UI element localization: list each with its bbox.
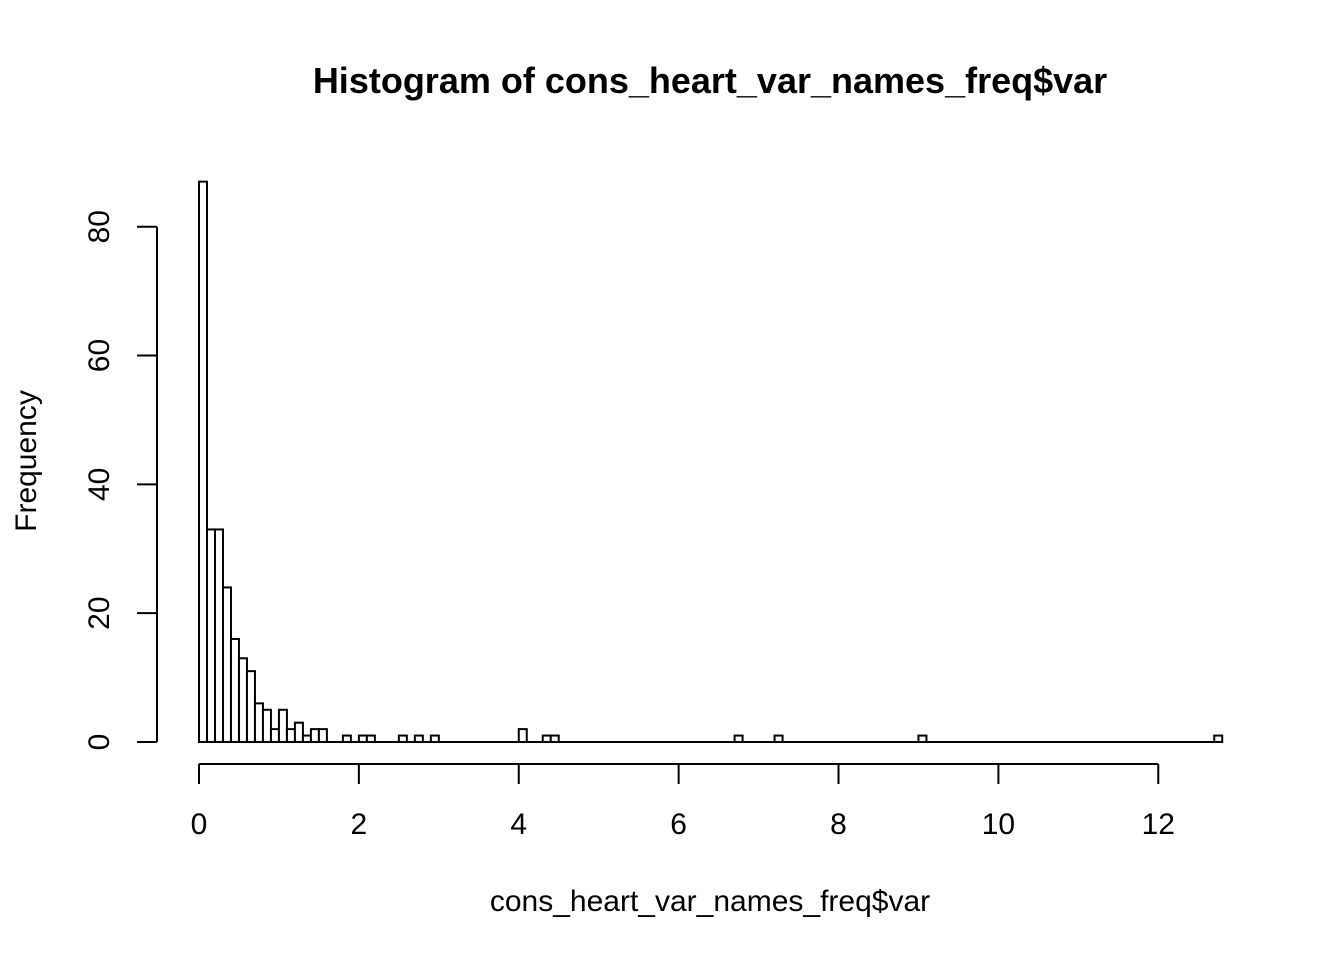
y-axis: 0 20 40 60 80 — [83, 210, 158, 751]
x-tick-label-8: 8 — [830, 808, 847, 841]
histogram-bar-23 — [541, 734, 552, 744]
histogram-bar-20 — [413, 734, 424, 744]
histogram-bar-18 — [365, 734, 376, 744]
x-tick-label-10: 10 — [982, 808, 1015, 841]
histogram-bar-25 — [733, 734, 744, 744]
histogram-bar-26 — [773, 734, 784, 744]
histogram-bar-0 — [198, 180, 208, 743]
histogram-bars — [198, 180, 1224, 744]
x-axis: 0 2 4 6 8 10 12 — [191, 763, 1175, 841]
y-axis-label: Frequency — [10, 390, 43, 532]
histogram-bar-8 — [261, 708, 272, 743]
histogram-bar-13 — [301, 734, 312, 744]
histogram-bar-19 — [397, 734, 408, 744]
x-tick-label-0: 0 — [191, 808, 208, 841]
histogram-bar-17 — [357, 734, 368, 744]
histogram-bar-4 — [229, 637, 240, 743]
histogram-bar-1 — [205, 528, 216, 744]
y-tick-label-40: 40 — [83, 468, 116, 501]
histogram-bar-2 — [213, 528, 224, 744]
x-tick-label-4: 4 — [510, 808, 527, 841]
histogram-bar-27 — [917, 734, 928, 744]
y-tick-label-0: 0 — [83, 734, 116, 751]
histogram-bar-10 — [277, 708, 288, 743]
histogram-bar-11 — [285, 728, 296, 743]
histogram-bar-24 — [549, 734, 560, 744]
histogram-bar-12 — [293, 721, 304, 744]
histogram-bar-22 — [517, 728, 528, 743]
x-tick-label-6: 6 — [670, 808, 687, 841]
histogram-bar-3 — [221, 586, 232, 744]
histogram-bar-6 — [245, 670, 256, 743]
x-tick-label-12: 12 — [1142, 808, 1175, 841]
histogram-bar-9 — [269, 728, 280, 743]
histogram-bar-21 — [429, 734, 440, 744]
y-tick-label-20: 20 — [83, 596, 116, 629]
x-tick-label-2: 2 — [351, 808, 368, 841]
histogram-bar-16 — [341, 734, 352, 744]
chart-title: Histogram of cons_heart_var_names_freq$v… — [313, 60, 1107, 101]
histogram-bar-7 — [253, 702, 264, 744]
histogram-bar-14 — [309, 728, 320, 743]
histogram-bar-5 — [237, 657, 248, 744]
histogram-bar-28 — [1213, 734, 1224, 744]
y-tick-label-80: 80 — [83, 210, 116, 243]
y-tick-label-60: 60 — [83, 339, 116, 372]
x-axis-label: cons_heart_var_names_freq$var — [490, 885, 930, 918]
histogram-bar-15 — [317, 728, 328, 743]
